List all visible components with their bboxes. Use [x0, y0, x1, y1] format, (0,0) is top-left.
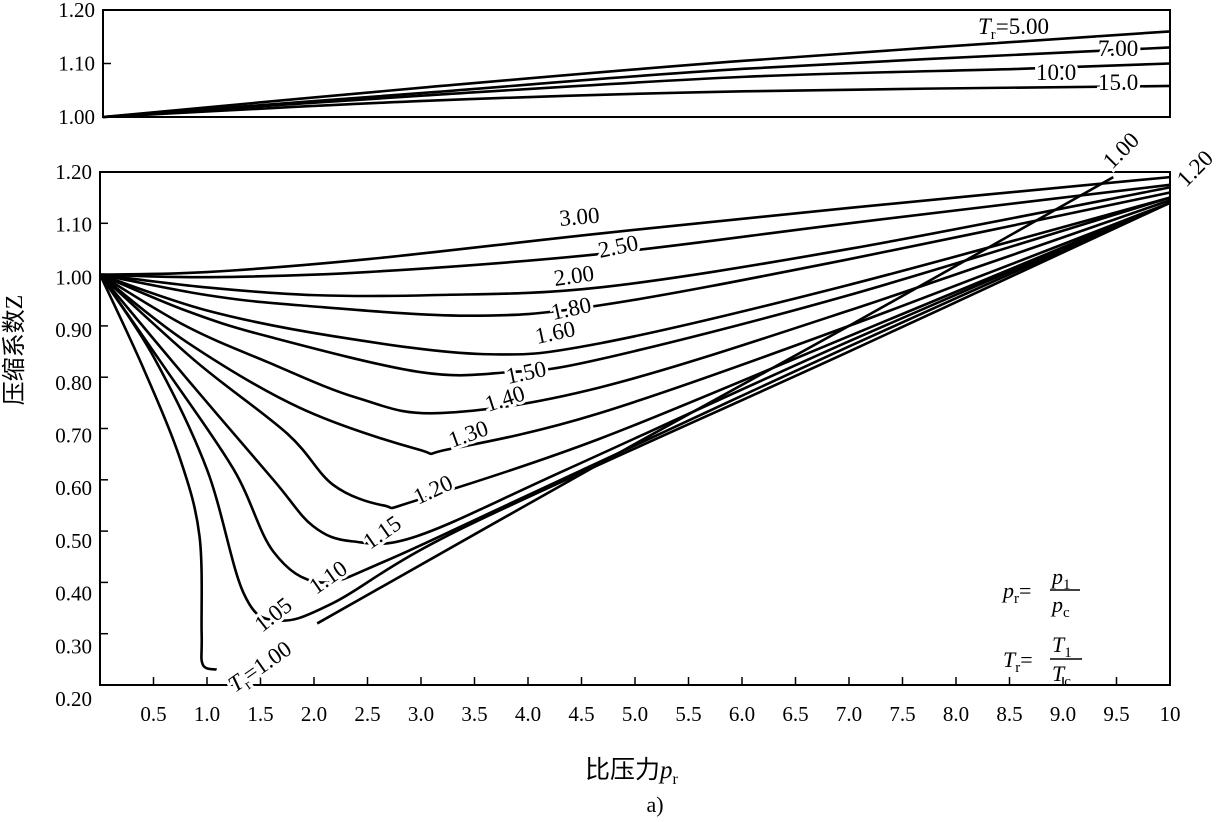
- x-tick-label: 4.5: [568, 702, 594, 726]
- series-tr-1.60: [99, 196, 1171, 356]
- y-tick-label: 0.70: [55, 424, 92, 448]
- x-tick-label: 1.5: [247, 702, 273, 726]
- series-label: 1.60: [533, 316, 578, 349]
- series-tr-1.05: [98, 201, 1171, 623]
- series-line: [99, 201, 1171, 546]
- pr-definition: pr= p1 pc: [1001, 564, 1080, 621]
- series-line: [98, 201, 1171, 584]
- y-tick-label: 0.50: [55, 529, 92, 553]
- svg-text:Tc: Tc: [1052, 661, 1071, 690]
- series-label-end: 1.00: [1098, 127, 1144, 173]
- series-tr-1.80: [99, 191, 1171, 317]
- x-tick-label: 5.0: [622, 702, 648, 726]
- series-line: [99, 196, 1171, 377]
- x-tick-label: 9.0: [1050, 702, 1076, 726]
- series-tr-3.00: [99, 175, 1171, 276]
- y-axis-label: 压缩系数Z: [1, 295, 28, 406]
- series-line: [99, 183, 1171, 279]
- series-tr-15.0: [102, 84, 1171, 119]
- series-line: [99, 201, 1171, 456]
- top-panel: 1.00 1.10 1.20 Tr=5.00 7.00 10.0 15.0: [58, 0, 1171, 129]
- series-label: 3.00: [558, 203, 600, 231]
- figure-caption: a): [646, 792, 663, 817]
- y-tick-label: 0.30: [55, 634, 92, 658]
- series-label: 1.30: [445, 415, 491, 452]
- svg-text:pr=: pr=: [1001, 578, 1031, 607]
- series-line: [99, 186, 1171, 298]
- tr-definition: Tr= T1 Tc: [1003, 632, 1082, 690]
- y-tick-label: 1.20: [58, 0, 95, 22]
- series-line: [316, 175, 1114, 625]
- svg-text:p1: p1: [1050, 564, 1071, 593]
- series-label: 15.0: [1098, 70, 1138, 95]
- series-line: [102, 30, 1171, 119]
- x-tick-label: 10: [1160, 702, 1181, 726]
- y-tick-label: 1.10: [55, 213, 92, 237]
- svg-text:Tr=: Tr=: [1003, 647, 1033, 676]
- series-line: [102, 62, 1171, 119]
- x-tick-label: 0.5: [140, 702, 166, 726]
- series-label: 1.15: [359, 511, 406, 555]
- series-label: Tr=5.00: [978, 14, 1049, 43]
- series-label: 2.00: [552, 261, 595, 291]
- y-tick-label: 0.80: [55, 371, 92, 395]
- x-tick-label: 2.5: [354, 702, 380, 726]
- y-tick-label: 0.90: [55, 318, 92, 342]
- series-line: [99, 175, 1171, 276]
- y-tick-label: 1.00: [55, 265, 92, 289]
- x-tick-label: 4.0: [515, 702, 541, 726]
- y-tick-label: 1.20: [55, 160, 92, 184]
- series-line: [102, 84, 1171, 119]
- series-label: 2.50: [596, 230, 641, 263]
- series-tr-1.30: [99, 201, 1171, 456]
- series-label: 10.0: [1036, 60, 1076, 85]
- series-line: [99, 196, 1171, 356]
- x-tick-label: 7.5: [889, 702, 915, 726]
- x-tick-label: 5.5: [675, 702, 701, 726]
- bottom-panel: 0.20 0.30 0.40 0.50 0.60 0.70 0.80 0.90 1.00 1.10…: [55, 124, 1221, 726]
- y-tick-label: 0.20: [55, 687, 92, 711]
- x-tick-label: 6.0: [729, 702, 755, 726]
- series-tr-1.50: [99, 196, 1171, 377]
- series-tr-1.20: [99, 201, 1171, 510]
- series-label: 1.40: [482, 381, 528, 417]
- x-tick-label: 1.0: [194, 702, 220, 726]
- series-tr-2.00: [99, 186, 1171, 298]
- y-tick-label: 0.40: [55, 582, 92, 606]
- x-tick-label: 7.0: [836, 702, 862, 726]
- series-tr-1.10: [98, 201, 1171, 584]
- series-tr-2.50: [99, 183, 1171, 279]
- x-tick-label: 6.5: [782, 702, 808, 726]
- series-tr-1.40: [99, 198, 1171, 415]
- series-line: [98, 274, 218, 671]
- svg-text:pc: pc: [1050, 592, 1070, 621]
- x-tick-label: 9.5: [1103, 702, 1129, 726]
- series-line: [98, 201, 1171, 623]
- series-label: 1.05: [250, 592, 297, 636]
- series-tr-1.00: [98, 175, 1114, 671]
- x-tick-label: 8.5: [996, 702, 1022, 726]
- x-axis-label: 比压力pr: [585, 756, 679, 788]
- x-tick-label: 3.5: [461, 702, 487, 726]
- series-tr-10.0: [102, 62, 1171, 119]
- series-line: [99, 191, 1171, 317]
- series-label-right-120: 1.20: [1172, 145, 1218, 191]
- series-tr-5.00: [102, 30, 1171, 119]
- series-line: [99, 201, 1171, 510]
- series-label: 1.10: [305, 556, 352, 600]
- series-label: 1.20: [410, 470, 457, 510]
- y-tick-label: 1.00: [58, 105, 95, 129]
- x-tick-label: 3.0: [408, 702, 434, 726]
- x-tick-label: 8.0: [943, 702, 969, 726]
- x-tick-label: 2.0: [301, 702, 327, 726]
- series-label: Tr=1.00: [224, 636, 299, 700]
- series-line: [99, 198, 1171, 415]
- series-tr-1.15: [99, 201, 1171, 546]
- svg-text:T1: T1: [1052, 632, 1072, 661]
- series-label: 7.00: [1098, 36, 1138, 61]
- y-tick-label: 1.10: [58, 52, 95, 76]
- y-tick-label: 0.60: [55, 476, 92, 500]
